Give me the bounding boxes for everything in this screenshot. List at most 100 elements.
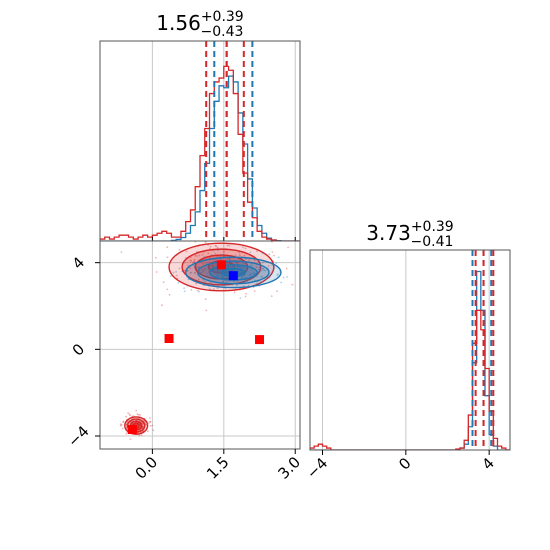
red-sample-point [149,424,152,427]
blue-sample-point [234,254,237,257]
red-sample-point [273,235,275,237]
blue-sample-point [276,274,279,277]
red-sample-point [244,247,247,250]
blue-sample-point [190,271,193,274]
x-tick-label: 4 [479,454,498,473]
blue-sample-point [236,266,239,268]
red-sample-point [222,276,225,279]
blue-sample-point [277,256,280,259]
red-sample-point [245,292,248,295]
red-sample-point [162,281,165,284]
red-sample-point [242,246,244,249]
blue-sample-point [197,266,200,268]
blue-sample-point [237,265,239,268]
blue-sample-point [261,261,264,264]
red-sample-point [214,244,217,247]
red-sample-point [151,424,154,427]
joint-markers [127,260,265,434]
marginal-y-ticks: −4 0 4 [303,450,498,482]
blue-sample-point [193,264,196,267]
marginal-y-histograms [310,270,510,450]
red-sample-point [209,247,211,250]
red-sample-point [178,267,181,270]
red-sample-point [161,304,163,307]
red-sample-point [200,268,203,271]
blue-sample-point [242,271,245,274]
red-sample-point [235,262,238,264]
blue-sample-point [260,282,262,284]
blue-sample-point [212,269,215,272]
title-value: 3.73 [366,221,411,245]
blue-sample-point [241,271,243,274]
blue-sample-point [221,254,224,256]
red-sample-point [121,427,124,430]
blue-sample-point [227,281,230,283]
red-sample-point [255,266,258,269]
blue-sample-point [241,276,244,278]
blue-sample-point [187,264,190,267]
red-sample-point [201,271,204,274]
blue-sample-point [194,272,197,275]
blue-sample-point [248,274,251,276]
red-sample-point [122,420,125,423]
red-sample-point [285,267,288,270]
red-sample-point [243,254,246,257]
red-sample-point [119,423,122,426]
red-sample-point [237,271,240,274]
red-marker [127,425,137,434]
blue-sample-point [206,272,209,275]
blue-sample-point [246,267,249,269]
x-tick-label: −4 [303,454,331,482]
red-sample-point [213,268,216,271]
blue-sample-point [120,251,123,254]
red-sample-point [176,274,178,277]
red-sample-point [185,250,188,253]
blue-sample-point [195,266,198,269]
red-sample-point [149,420,152,423]
red-sample-point [193,260,196,263]
red-sample-point [262,267,264,270]
blue-sample-point [235,284,238,287]
red-sample-point [129,438,132,440]
red-sample-point [197,278,200,281]
red-sample-point [271,235,273,237]
red-sample-point [149,421,152,423]
red-sample-point [196,289,199,292]
red-sample-point [228,258,231,261]
red-sample-point [216,246,219,249]
blue-sample-point [214,260,216,263]
red-sample-point [143,220,145,222]
blue-histogram [310,270,510,450]
red-sample-point [139,424,142,427]
red-sample-point [204,298,207,300]
red-marker [216,260,226,270]
red-sample-point [270,295,273,297]
red-sample-point [237,261,239,264]
red-sample-point [223,250,225,253]
red-sample-point [146,430,149,433]
red-sample-point [240,270,243,273]
blue-sample-point [258,268,260,271]
red-sample-point [268,253,271,256]
blue-sample-point [219,274,222,276]
joint-frame [99,240,301,450]
red-sample-point [129,414,132,417]
red-sample-point [253,290,256,292]
red-sample-point [193,271,196,274]
blue-sample-point [237,271,240,274]
title-lower: −0.41 [411,234,454,250]
marginal-y-title: 3.73+0.39 −0.41 [366,219,453,250]
marginal-x-ticks [151,237,296,241]
blue-sample-point [268,276,271,279]
blue-sample-point [228,259,231,261]
blue-histogram [100,75,300,241]
red-sample-point [271,251,274,253]
red-sample-point [189,267,192,270]
red-sample-point [244,295,247,298]
red-sample-point [166,256,169,259]
red-sample-point [192,261,194,264]
blue-sample-point [218,258,221,260]
red-sample-point [128,413,131,416]
marginal-y-frame [309,249,511,451]
